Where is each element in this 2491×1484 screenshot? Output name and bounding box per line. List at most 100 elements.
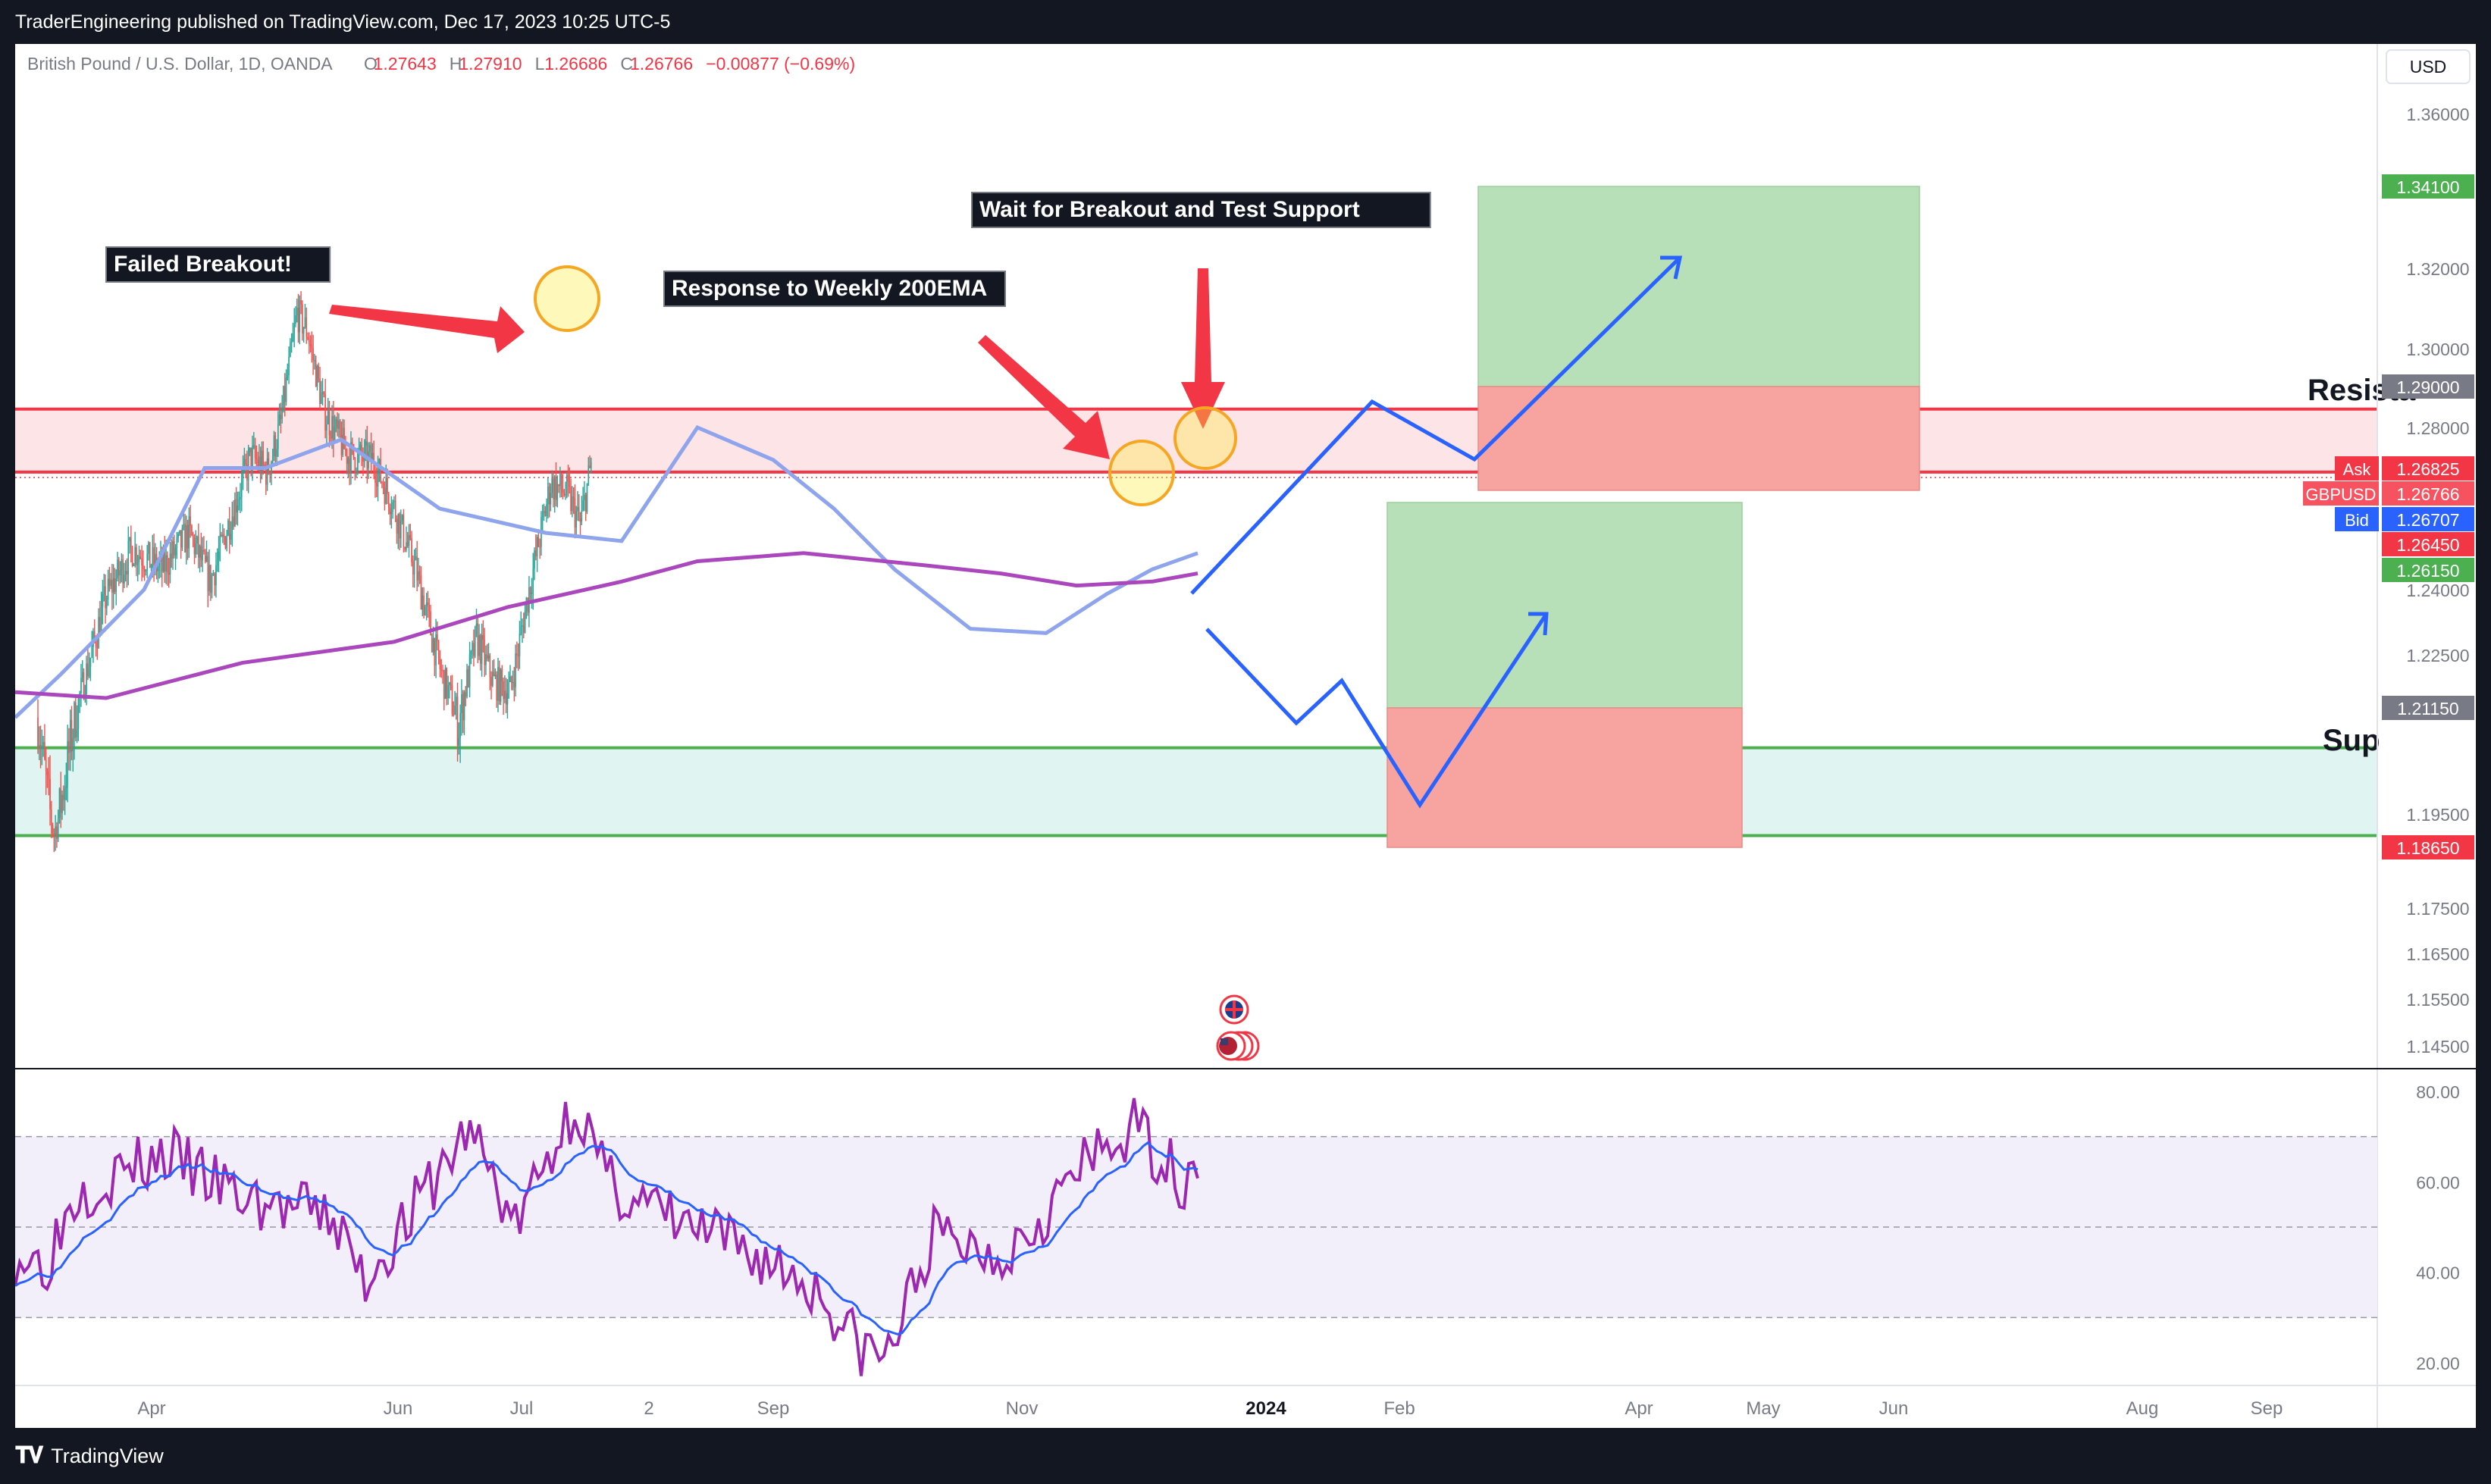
candle-body — [543, 511, 545, 513]
candle-body — [463, 692, 465, 721]
candle-body — [589, 465, 591, 468]
candle-body — [392, 502, 393, 512]
candle-body — [485, 654, 487, 665]
candle-body — [466, 669, 468, 697]
time-tick: Aug — [2126, 1398, 2159, 1419]
price-tick: 1.30000 — [2406, 340, 2469, 359]
candle-body — [284, 386, 286, 402]
candle-body — [370, 445, 372, 462]
candle-body — [258, 456, 260, 467]
candle-body — [53, 833, 55, 837]
candle-body — [555, 477, 557, 500]
candle-body — [330, 435, 332, 439]
candle-body — [572, 496, 573, 512]
candle-body — [434, 638, 436, 665]
candle-body — [307, 337, 309, 340]
price-tick: 1.14500 — [2406, 1037, 2469, 1057]
candle-body — [306, 317, 308, 337]
price-tag — [2382, 481, 2474, 506]
candle-body — [586, 483, 588, 512]
tradingview-logo-icon[interactable]: 𝐓𝐕 — [15, 1443, 43, 1468]
candle-body — [281, 411, 283, 419]
candle-body — [266, 458, 268, 485]
candle-body — [390, 512, 393, 515]
rsi-pane — [14, 1097, 2377, 1376]
candle-body — [198, 536, 199, 558]
candle-body — [143, 568, 146, 571]
candle-body — [186, 524, 189, 549]
candle-body — [96, 647, 99, 649]
candle-body — [366, 441, 368, 469]
candle-body — [173, 540, 175, 556]
candle-body — [46, 771, 49, 775]
candle-body — [324, 394, 326, 431]
chart-container[interactable]: Resista Sup Failed Breakout! Response to W… — [14, 44, 2476, 1428]
svg-text:USD[interactable]: USD — [2410, 57, 2447, 77]
highlight-circle-2 — [1108, 440, 1175, 506]
candle-body — [302, 327, 305, 333]
candle-body — [150, 565, 152, 568]
profit-zone-1 — [1477, 186, 1920, 387]
publisher-line: TraderEngineering published on TradingVi… — [15, 11, 671, 33]
footer-brand[interactable]: TradingView — [51, 1445, 164, 1467]
price-tag-value: 1.26707 — [2396, 510, 2459, 530]
candle-body — [136, 546, 137, 565]
candle-body — [297, 308, 299, 333]
candle-body — [312, 348, 314, 361]
candle-body — [195, 543, 197, 555]
candle-body — [399, 514, 400, 539]
candle-body — [451, 684, 453, 715]
candle-body — [114, 578, 116, 592]
candle-body — [176, 537, 178, 548]
candle-body — [188, 516, 190, 549]
candle-body — [300, 300, 302, 305]
candle-body — [89, 657, 92, 667]
annotation-1: Failed Breakout! — [105, 246, 331, 283]
candle-body — [130, 537, 132, 548]
currency-button[interactable]: USD — [2386, 49, 2471, 84]
candle-body — [158, 561, 160, 567]
ema-line — [14, 424, 1198, 719]
candle-body — [458, 737, 460, 746]
candle-body — [534, 550, 535, 568]
candle-body — [522, 625, 523, 627]
candle-body — [168, 572, 170, 575]
candle-body — [408, 534, 410, 546]
candle-body — [444, 668, 446, 700]
price-tag-value: 1.26150 — [2396, 561, 2459, 581]
candle-body — [356, 471, 357, 473]
rsi-tick: 40.00 — [2416, 1263, 2460, 1283]
candle-body — [98, 616, 99, 649]
candle-body — [578, 507, 580, 518]
candle-body — [192, 535, 194, 538]
candle-body — [211, 575, 213, 593]
candle-body — [506, 693, 509, 705]
candle-body — [179, 530, 180, 534]
candle-body — [88, 666, 90, 677]
candle-body — [58, 788, 61, 819]
candle-body — [250, 447, 252, 468]
candle-body — [112, 578, 114, 593]
candle-body — [122, 559, 124, 584]
candle-body — [401, 515, 403, 521]
price-tag-value: 1.26450 — [2396, 535, 2459, 555]
candle-body — [531, 593, 533, 594]
candle-body — [184, 524, 186, 553]
ema-layer — [14, 424, 1198, 719]
candle-body — [177, 534, 179, 538]
candle-body — [503, 681, 504, 700]
candle-body — [133, 564, 135, 566]
candle-body — [299, 300, 301, 333]
candle-body — [238, 499, 240, 506]
candle-body — [515, 653, 516, 687]
candle-body — [115, 578, 118, 592]
time-tick: Nov — [1006, 1398, 1039, 1419]
candle-body — [581, 510, 583, 522]
ohlc-part: C — [620, 54, 633, 74]
candle-body — [110, 580, 111, 587]
time-tick: 2 — [644, 1398, 653, 1419]
candle-body — [357, 452, 359, 471]
bullish-projection-arrowhead — [1660, 255, 1683, 280]
candle-body — [334, 427, 336, 442]
